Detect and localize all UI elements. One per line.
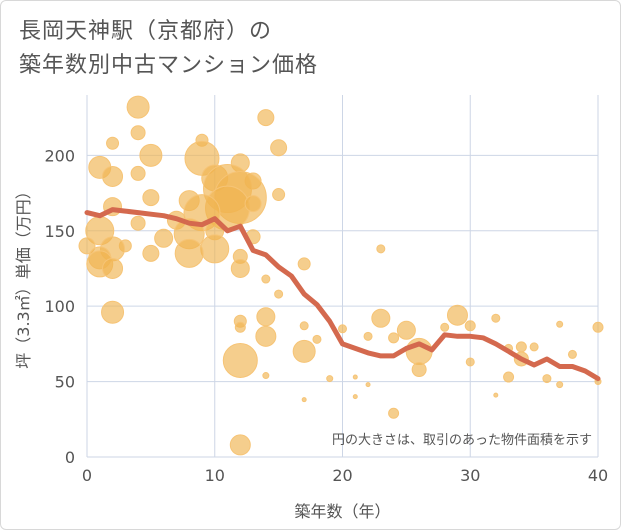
bubble-point: [130, 215, 146, 231]
bubble-point: [301, 397, 307, 403]
y-tick-label: 50: [55, 373, 75, 392]
bubble-point: [529, 342, 539, 352]
bubble-point: [464, 320, 476, 332]
bubble-point: [255, 325, 277, 347]
bubble-point: [352, 374, 358, 380]
bubble-point: [388, 332, 400, 344]
bubble-point: [106, 136, 120, 150]
bubble-point: [491, 313, 501, 323]
bubble-point: [515, 341, 527, 353]
bubble-point: [262, 372, 270, 380]
bubble-point: [338, 324, 347, 334]
bubble-point: [396, 320, 416, 340]
bubble-point: [139, 143, 163, 167]
bubble-point: [130, 165, 146, 181]
bubble-point: [142, 244, 160, 262]
bubble-point: [411, 362, 427, 378]
bubble-point: [200, 234, 230, 264]
bubble-point: [270, 139, 288, 157]
bubble-point: [130, 125, 146, 141]
bubble-point: [493, 392, 499, 398]
x-axis-title: 築年数（年）: [294, 502, 390, 521]
bubble-point: [102, 257, 124, 279]
bubble-point: [465, 357, 475, 367]
bubble-point: [274, 289, 284, 299]
bubble-point: [244, 195, 262, 213]
bubble-point: [312, 334, 322, 344]
bubble-point: [299, 321, 309, 331]
bubble-point: [154, 228, 174, 248]
bubble-point: [440, 322, 450, 332]
bubble-point: [261, 274, 271, 284]
y-tick-label: 150: [44, 222, 75, 241]
bubble-point: [556, 320, 564, 328]
bubble-point: [102, 165, 124, 187]
size-note: 円の大きさは、取引のあった物件面積を示す: [332, 433, 592, 448]
chart-title-line-1: 長岡天神駅（京都府）の: [19, 19, 273, 44]
bubble-point: [326, 375, 334, 383]
y-tick-label: 200: [44, 146, 75, 165]
bubble-point: [272, 188, 286, 202]
x-tick-label: 20: [332, 466, 352, 485]
trend-line: [84, 207, 601, 382]
bubble-point: [365, 382, 371, 388]
bubble-point: [142, 189, 160, 207]
bubble-point: [388, 407, 400, 419]
bubble-point: [234, 321, 246, 333]
bubble-point: [222, 342, 258, 378]
bubble-point: [371, 308, 391, 328]
bubble-point: [297, 257, 311, 271]
bubble-point: [78, 237, 96, 255]
bubble-point: [229, 434, 251, 456]
chart-title-line-2: 築年数別中古マンション価格: [19, 53, 319, 78]
y-axis-title: 坪（3.3㎡）単価（万円）: [14, 183, 33, 368]
bubble-point: [363, 331, 373, 341]
bubble-point: [174, 238, 204, 268]
y-tick-label: 100: [44, 297, 75, 316]
bubble-point: [503, 371, 515, 383]
bubble-point: [257, 109, 275, 127]
bubble-point: [256, 307, 276, 327]
x-tick-label: 10: [205, 466, 225, 485]
bubble-point: [592, 321, 604, 333]
bubble-point: [567, 349, 577, 359]
chart-title: 長岡天神駅（京都府）の 築年数別中古マンション価格: [19, 15, 318, 83]
bubble-point: [352, 394, 358, 400]
bubble-point: [446, 304, 468, 326]
x-tick-label: 30: [460, 466, 480, 485]
bubble-point: [230, 258, 250, 278]
bubble-point: [542, 374, 552, 384]
bubble-point: [292, 339, 316, 363]
bubble-point: [376, 244, 386, 254]
x-tick-label: 40: [588, 466, 608, 485]
bubble-point: [556, 381, 564, 389]
bubble-point: [101, 300, 125, 324]
x-tick-label: 0: [82, 466, 92, 485]
y-tick-label: 0: [65, 448, 75, 467]
bubble-point: [126, 95, 150, 119]
